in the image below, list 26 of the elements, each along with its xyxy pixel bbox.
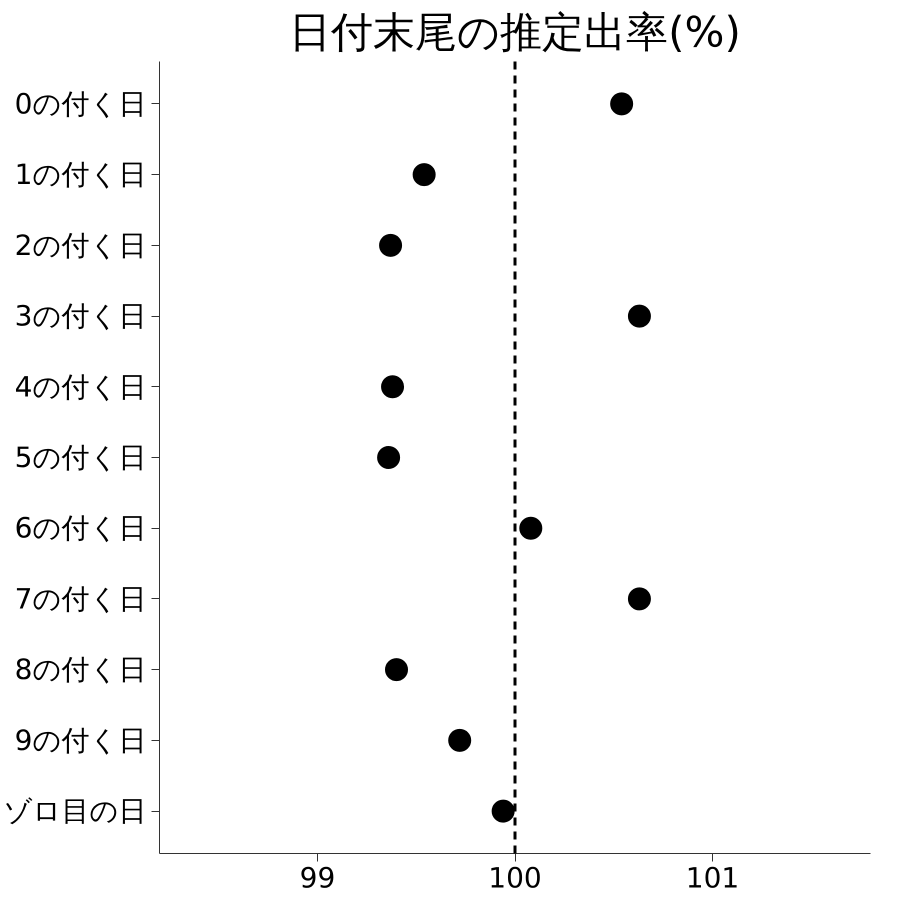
point xyxy=(628,587,651,610)
y-tick-label: 4の付く日 xyxy=(14,370,147,404)
point xyxy=(377,446,400,469)
y-tick-label: 1の付く日 xyxy=(14,158,147,192)
y-tick-label: 5の付く日 xyxy=(14,441,147,474)
y-tick-label: 0の付く日 xyxy=(14,87,147,120)
point xyxy=(379,234,402,257)
point xyxy=(412,163,436,186)
chart-title: 日付末尾の推定出率(%) xyxy=(289,8,741,56)
y-tick-label: 3の付く日 xyxy=(14,300,147,333)
y-tick-label: 2の付く日 xyxy=(14,228,147,262)
point xyxy=(381,375,404,398)
point xyxy=(628,304,651,328)
y-tick-label: ゾロ目の日 xyxy=(4,794,146,828)
y-tick-label: 8の付く日 xyxy=(14,653,147,686)
x-tick-label: 99 xyxy=(300,862,336,894)
point xyxy=(448,728,472,752)
point xyxy=(610,92,634,116)
point xyxy=(492,800,515,823)
y-tick-label: 9の付く日 xyxy=(14,724,147,757)
x-tick-label: 100 xyxy=(488,862,542,894)
y-tick-label: 6の付く日 xyxy=(14,512,147,545)
point xyxy=(385,658,408,682)
point xyxy=(519,516,542,540)
x-tick-label: 101 xyxy=(686,862,740,894)
y-tick-label: 7の付く日 xyxy=(14,582,147,616)
